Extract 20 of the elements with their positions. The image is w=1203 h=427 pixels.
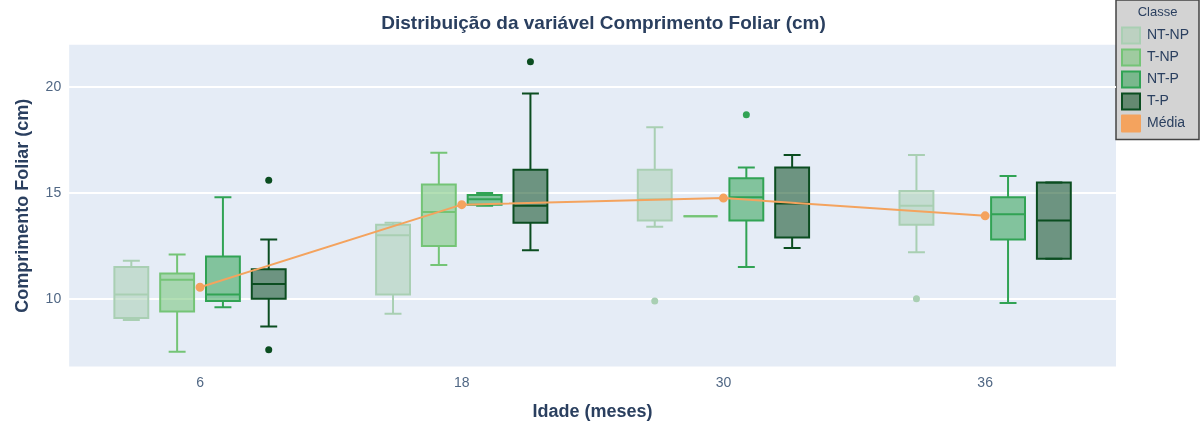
legend-label: NT-NP [1147,26,1189,43]
point [457,200,467,210]
x-tick-label: 30 [715,373,732,390]
y-axis-title: Comprimento Foliar (cm) [11,98,32,313]
y-tick-label: 10 [45,289,62,306]
y-tick-label: 20 [45,78,62,94]
y-tick-label: 15 [45,183,62,200]
point [195,282,205,292]
x-tick-label: 18 [453,373,470,390]
legend-label: T-P [1147,92,1169,109]
x-tick-label: 6 [196,373,205,390]
legend-label: Média [1147,114,1186,131]
point [980,211,990,221]
x-tick-label: 36 [977,373,994,390]
x-axis-title: Idade (meses) [532,401,653,422]
chart-title: Distribuição da variável Comprimento Foliar (cm) [381,11,826,33]
legend-label: NT-P [1147,70,1179,87]
point [718,193,728,203]
legend-label: T-NP [1147,48,1179,65]
legend-title: Classe [1137,4,1178,20]
